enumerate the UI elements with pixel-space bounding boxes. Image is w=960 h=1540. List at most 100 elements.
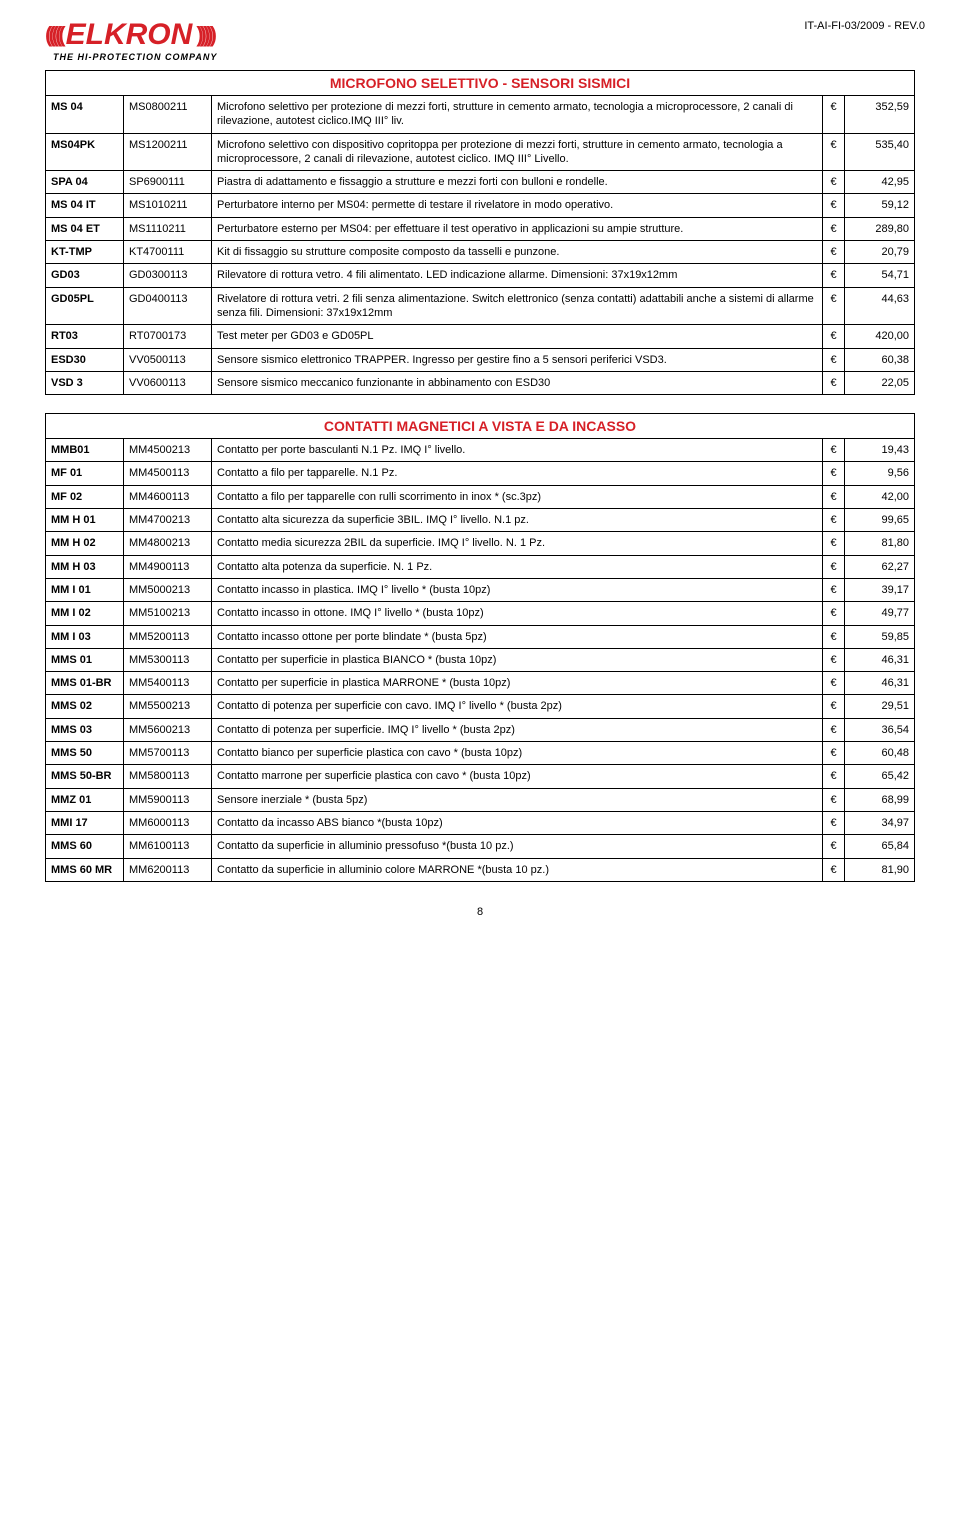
table-row: MMS 60 MRMM6200113Contatto da superficie… [46,858,915,881]
table-row: MS04PKMS1200211Microfono selettivo con d… [46,133,915,171]
cell-code2: MM5500213 [124,695,212,718]
cell-currency: € [823,485,845,508]
data-table: MMB01MM4500213Contatto per porte bascula… [45,438,915,882]
table-row: MMS 01-BRMM5400113Contatto per superfici… [46,672,915,695]
cell-code2: SP6900111 [124,171,212,194]
table-row: MS 04 ETMS1110211Perturbatore esterno pe… [46,217,915,240]
cell-currency: € [823,648,845,671]
cell-code2: MM5100213 [124,602,212,625]
cell-code2: MM5400113 [124,672,212,695]
cell-code1: MMS 60 MR [46,858,124,881]
cell-code1: MMS 60 [46,835,124,858]
cell-currency: € [823,858,845,881]
cell-price: 68,99 [845,788,915,811]
cell-code2: MM4500113 [124,462,212,485]
cell-code1: MMS 02 [46,695,124,718]
cell-currency: € [823,217,845,240]
cell-code1: RT03 [46,325,124,348]
cell-description: Contatto da superficie in alluminio colo… [212,858,823,881]
cell-price: 81,90 [845,858,915,881]
cell-code2: MM4700213 [124,509,212,532]
cell-currency: € [823,287,845,325]
cell-currency: € [823,555,845,578]
cell-code2: KT4700111 [124,241,212,264]
table-row: SPA 04SP6900111Piastra di adattamento e … [46,171,915,194]
cell-description: Piastra di adattamento e fissaggio a str… [212,171,823,194]
cell-code1: MS04PK [46,133,124,171]
cell-code1: MM I 02 [46,602,124,625]
cell-description: Rilevatore di rottura vetro. 4 fili alim… [212,264,823,287]
cell-price: 49,77 [845,602,915,625]
cell-code1: MMB01 [46,439,124,462]
cell-currency: € [823,509,845,532]
cell-price: 46,31 [845,648,915,671]
section-title: CONTATTI MAGNETICI A VISTA E DA INCASSO [45,413,915,438]
cell-code2: VV0500113 [124,348,212,371]
cell-code2: MM5800113 [124,765,212,788]
cell-code1: VSD 3 [46,371,124,394]
cell-code2: MM4900113 [124,555,212,578]
cell-code2: MM4600113 [124,485,212,508]
table-row: MM I 02MM5100213Contatto incasso in otto… [46,602,915,625]
table-row: MM H 02MM4800213Contatto media sicurezza… [46,532,915,555]
cell-price: 46,31 [845,672,915,695]
cell-description: Microfono selettivo per protezione di me… [212,96,823,134]
cell-currency: € [823,835,845,858]
cell-currency: € [823,96,845,134]
cell-price: 54,71 [845,264,915,287]
cell-code1: MM I 03 [46,625,124,648]
cell-code2: MM5900113 [124,788,212,811]
cell-code1: MMS 01 [46,648,124,671]
cell-code1: MF 01 [46,462,124,485]
cell-code1: ESD30 [46,348,124,371]
cell-code1: KT-TMP [46,241,124,264]
cell-price: 44,63 [845,287,915,325]
cell-description: Contatto alta potenza da superficie. N. … [212,555,823,578]
cell-price: 20,79 [845,241,915,264]
header: ((((( ELKRON ))))) THE HI-PROTECTION COM… [45,20,915,62]
logo-tagline: THE HI-PROTECTION COMPANY [53,52,217,62]
cell-code1: MMZ 01 [46,788,124,811]
logo-wave-right-icon: ))))) [196,22,213,48]
cell-description: Contatto per superficie in plastica MARR… [212,672,823,695]
table-row: MMS 50MM5700113Contatto bianco per super… [46,742,915,765]
cell-code1: MS 04 [46,96,124,134]
cell-description: Contatto da superficie in alluminio pres… [212,835,823,858]
cell-code1: MMS 03 [46,718,124,741]
table-row: MF 01MM4500113Contatto a filo per tappar… [46,462,915,485]
cell-price: 34,97 [845,811,915,834]
table-row: MM I 01MM5000213Contatto incasso in plas… [46,578,915,601]
cell-code2: MS1200211 [124,133,212,171]
section-title: MICROFONO SELETTIVO - SENSORI SISMICI [45,70,915,95]
cell-code2: MM4800213 [124,532,212,555]
cell-currency: € [823,672,845,695]
cell-code1: MM I 01 [46,578,124,601]
cell-code1: MS 04 IT [46,194,124,217]
cell-code1: MF 02 [46,485,124,508]
table-row: MM H 03MM4900113Contatto alta potenza da… [46,555,915,578]
cell-description: Contatto per porte basculanti N.1 Pz. IM… [212,439,823,462]
cell-currency: € [823,602,845,625]
cell-description: Contatto da incasso ABS bianco *(busta 1… [212,811,823,834]
cell-code2: MM5000213 [124,578,212,601]
cell-currency: € [823,348,845,371]
cell-code1: SPA 04 [46,171,124,194]
cell-description: Contatto di potenza per superficie. IMQ … [212,718,823,741]
table-row: MMS 02MM5500213Contatto di potenza per s… [46,695,915,718]
cell-code2: VV0600113 [124,371,212,394]
cell-currency: € [823,811,845,834]
cell-price: 39,17 [845,578,915,601]
table-row: MMS 01MM5300113Contatto per superficie i… [46,648,915,671]
logo-block: ((((( ELKRON ))))) THE HI-PROTECTION COM… [45,20,217,62]
cell-code1: MMS 50-BR [46,765,124,788]
cell-currency: € [823,241,845,264]
cell-description: Sensore sismico elettronico TRAPPER. Ing… [212,348,823,371]
cell-code1: MMS 50 [46,742,124,765]
cell-description: Contatto per superficie in plastica BIAN… [212,648,823,671]
cell-code2: MM5200113 [124,625,212,648]
cell-code1: GD03 [46,264,124,287]
cell-currency: € [823,742,845,765]
cell-code2: MM5600213 [124,718,212,741]
cell-description: Perturbatore interno per MS04: permette … [212,194,823,217]
cell-price: 352,59 [845,96,915,134]
